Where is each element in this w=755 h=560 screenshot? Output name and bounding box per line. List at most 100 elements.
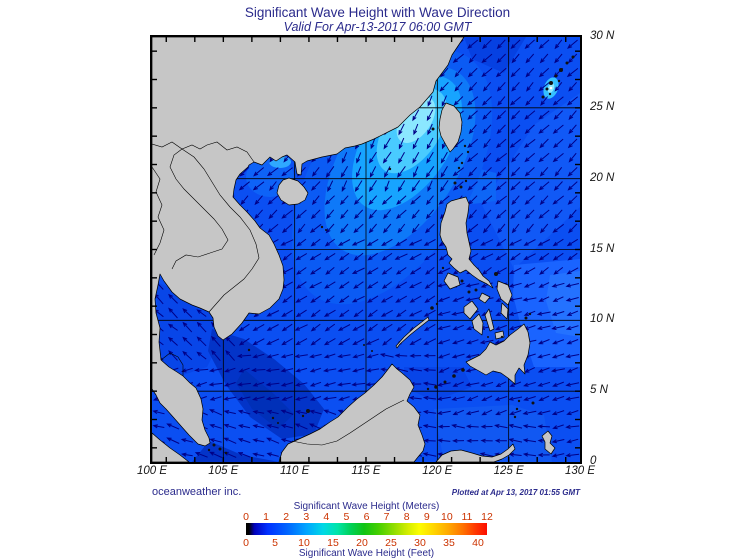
feet-tick-label: 15 — [327, 537, 339, 549]
island-dot — [371, 350, 373, 352]
island-dot — [464, 179, 468, 183]
island-dot — [460, 161, 464, 165]
island-dot — [513, 415, 517, 419]
feet-tick-label: 40 — [472, 537, 484, 549]
island-dot — [431, 127, 435, 131]
feet-tick-label: 30 — [414, 537, 426, 549]
island-dot — [515, 407, 519, 411]
land-sumatra — [152, 432, 190, 462]
land-cebu — [484, 308, 495, 332]
island-dot — [212, 443, 216, 447]
island-dot — [463, 144, 467, 148]
feet-tick-label: 35 — [443, 537, 455, 549]
island-dot — [559, 68, 563, 72]
page-title: Significant Wave Height with Wave Direct… — [244, 5, 511, 20]
country-border — [152, 141, 255, 163]
lon-tick-label: 120 E — [422, 465, 453, 477]
island-dot — [548, 92, 552, 96]
land-mindanao — [465, 323, 531, 385]
feet-tick-label: 0 — [243, 537, 249, 549]
meters-tick-label: 0 — [243, 511, 249, 523]
lon-tick-label: 125 E — [493, 465, 524, 477]
island-dot — [277, 422, 279, 424]
country-border — [169, 148, 229, 254]
island-dot — [565, 61, 569, 65]
island-dot — [554, 74, 558, 78]
island-dot — [453, 181, 457, 185]
island-dot — [306, 409, 310, 413]
land-samar — [496, 280, 513, 306]
land-palawan — [395, 316, 430, 349]
island-dot — [571, 55, 575, 59]
island-dot — [207, 448, 211, 452]
island-dot — [301, 414, 305, 418]
island-dot — [218, 447, 222, 451]
band-east-china-sea — [464, 37, 526, 73]
lat-tick-label: 10 N — [590, 313, 615, 326]
country-border — [208, 257, 260, 313]
island-dot — [459, 185, 463, 189]
plotted-timestamp: Plotted at Apr 13, 2017 01:55 GMT — [451, 488, 580, 497]
meters-tick-label: 8 — [403, 511, 410, 523]
wave-height-map — [152, 37, 580, 462]
land-mainland-asia — [152, 37, 465, 447]
band-sw-shelf-core — [236, 369, 294, 429]
legend-meters-title: Significant Wave Height (Meters) — [293, 501, 440, 512]
island-dot — [500, 335, 504, 339]
island-dot — [524, 316, 528, 320]
meters-tick-label: 11 — [461, 511, 473, 523]
land-negros — [471, 313, 484, 336]
lat-tick-label: 20 N — [590, 171, 615, 184]
meters-tick-label: 2 — [283, 511, 290, 523]
meters-tick-label: 4 — [323, 511, 330, 523]
lon-tick-label: 100 E — [136, 465, 168, 477]
land-taiwan — [438, 102, 463, 153]
island-dot — [224, 451, 228, 455]
meters-tick-label: 3 — [303, 511, 310, 523]
country-border — [181, 148, 260, 259]
island-dot — [430, 306, 434, 310]
lat-tick-label: 5 N — [590, 384, 608, 397]
legend-feet-title: Significant Wave Height (Feet) — [298, 548, 435, 559]
island-dot — [474, 288, 478, 292]
island-dot — [443, 380, 447, 384]
country-border — [291, 399, 405, 446]
island-dot — [541, 95, 545, 99]
lon-tick-label: 105 E — [208, 465, 239, 477]
island-dot — [434, 385, 438, 389]
lat-tick-label: 30 N — [590, 30, 615, 42]
island-dot — [549, 81, 553, 85]
feet-tick-label: 10 — [298, 537, 310, 549]
island-dot — [435, 302, 439, 306]
island-dot — [271, 416, 275, 420]
island-dot — [467, 290, 471, 294]
island-dot — [545, 87, 549, 91]
land-halmahera — [541, 430, 556, 455]
lon-tick-label: 130 E — [564, 465, 596, 477]
meters-tick-label: 1 — [263, 511, 269, 523]
island-dot — [441, 266, 445, 270]
credit-text: oceanweather inc. — [152, 486, 242, 498]
island-dot — [487, 336, 489, 338]
country-border — [160, 352, 184, 376]
meters-tick-label: 7 — [383, 511, 390, 523]
land-hainan — [276, 177, 309, 206]
wave-height-map-frame — [150, 35, 582, 464]
lat-tick-label: 15 N — [590, 242, 615, 255]
contour-amami-peak — [549, 86, 553, 90]
meters-tick-label: 12 — [481, 511, 493, 523]
land-sulawesi — [435, 443, 516, 462]
land-leyte — [500, 302, 509, 320]
land-panay — [463, 300, 479, 320]
land-masbate — [478, 292, 491, 304]
island-dot — [557, 79, 561, 83]
island-dot — [466, 150, 470, 154]
island-dot — [325, 229, 327, 231]
island-dot — [460, 279, 464, 283]
island-dot — [320, 225, 324, 229]
feet-tick-label: 25 — [385, 537, 397, 549]
lat-tick-label: 25 N — [590, 100, 615, 113]
island-dot — [461, 368, 465, 372]
feet-tick-label: 5 — [272, 537, 278, 549]
